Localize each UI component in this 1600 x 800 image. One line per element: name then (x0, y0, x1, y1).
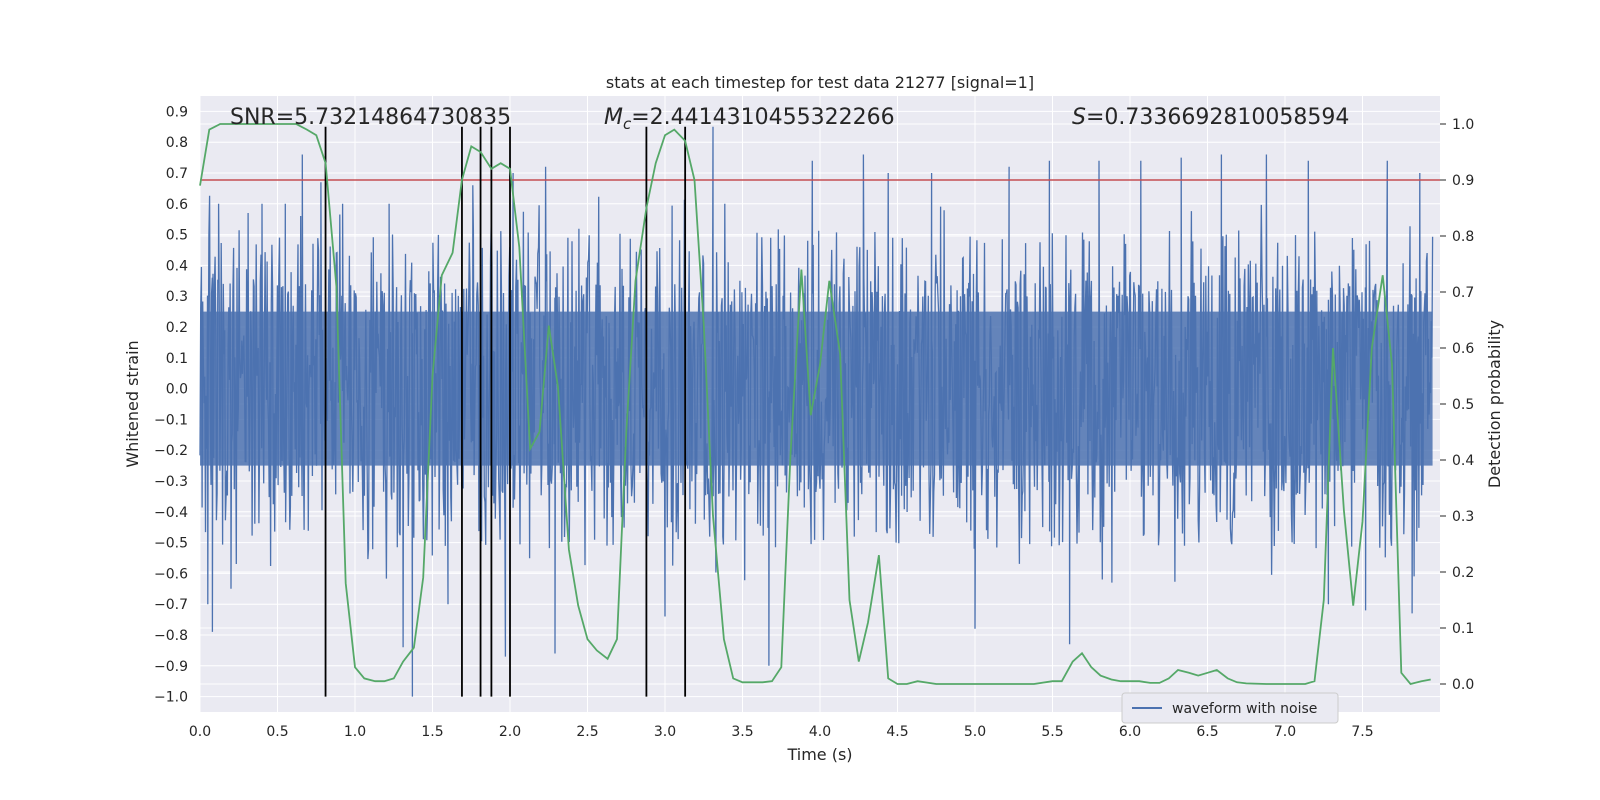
y-left-tick-label: −0.6 (154, 566, 188, 582)
score-value: =0.7336692810058594 (1086, 105, 1349, 130)
chirp-mass-annotation: Mc=2.4414310455322266 (604, 105, 895, 133)
x-tick-label: 2.0 (499, 724, 521, 740)
chirp-mass-subscript: c (623, 115, 632, 133)
y-left-tick-label: 0.7 (166, 166, 188, 182)
y-left-tick-label: −0.9 (154, 659, 188, 675)
y-right-tick-label: 1.0 (1452, 117, 1474, 133)
x-tick-label: 5.0 (964, 724, 986, 740)
legend-label-waveform: waveform with noise (1172, 701, 1317, 717)
y-left-tick-label: −0.8 (154, 628, 188, 644)
y-right-tick-label: 0.5 (1452, 397, 1474, 413)
score-symbol: S (1072, 105, 1086, 130)
x-tick-label: 6.5 (1196, 724, 1218, 740)
x-tick-label: 3.0 (654, 724, 676, 740)
chart-title: stats at each timestep for test data 212… (606, 73, 1034, 92)
y-axis-right-ticks: 1.0 0.9 0.8 0.7 0.6 0.5 0.4 0.3 0.2 0.1 0.0 (1440, 117, 1474, 693)
y-left-tick-label: −0.4 (154, 505, 188, 521)
x-tick-label: 7.5 (1351, 724, 1373, 740)
y-right-tick-label: 0.9 (1452, 173, 1474, 189)
y-left-tick-label: 0.3 (166, 289, 188, 305)
x-tick-label: 0.0 (189, 724, 211, 740)
x-tick-label: 7.0 (1274, 724, 1296, 740)
y-right-tick-label: 0.0 (1452, 677, 1474, 693)
y-axis-left-label: Whitened strain (123, 340, 142, 467)
x-tick-label: 5.5 (1041, 724, 1063, 740)
probability-series (199, 123, 1431, 686)
y-left-tick-label: 0.0 (166, 382, 188, 398)
y-left-tick-label: −0.2 (154, 443, 188, 459)
y-right-tick-label: 0.1 (1452, 621, 1474, 637)
y-axis-right-label: Detection probability (1485, 320, 1504, 488)
chirp-mass-value: =2.4414310455322266 (631, 105, 894, 130)
y-right-tick-label: 0.2 (1452, 565, 1474, 581)
y-right-tick-label: 0.6 (1452, 341, 1474, 357)
x-axis-label: Time (s) (786, 745, 852, 764)
y-left-tick-label: 0.6 (166, 197, 188, 213)
chirp-mass-symbol: M (604, 105, 623, 130)
y-left-tick-label: 0.2 (166, 320, 188, 336)
event-lines (324, 126, 687, 697)
x-tick-label: 4.0 (809, 724, 831, 740)
legend: waveform with noise (1121, 692, 1339, 724)
x-tick-label: 0.5 (266, 724, 288, 740)
y-axis-left-ticks: 0.9 0.8 0.7 0.6 0.5 0.4 0.3 0.2 0.1 0.0 −0.1 −0.2 −0… (154, 104, 188, 705)
x-tick-label: 2.5 (576, 724, 598, 740)
x-tick-label: 1.5 (421, 724, 443, 740)
x-tick-label: 6.0 (1119, 724, 1141, 740)
legend-box (1121, 692, 1339, 724)
y-right-tick-label: 0.3 (1452, 509, 1474, 525)
y-right-tick-label: 0.8 (1452, 229, 1474, 245)
y-left-tick-label: 0.5 (166, 228, 188, 244)
y-left-tick-label: −0.5 (154, 536, 188, 552)
y-left-tick-label: 0.4 (166, 258, 188, 274)
y-left-tick-label: 0.9 (166, 104, 188, 120)
score-annotation: S=0.7336692810058594 (1072, 105, 1349, 130)
y-right-tick-label: 0.7 (1452, 285, 1474, 301)
x-tick-label: 3.5 (731, 724, 753, 740)
y-left-tick-label: −0.3 (154, 474, 188, 490)
y-left-tick-label: −0.1 (154, 412, 188, 428)
x-tick-label: 1.0 (344, 724, 366, 740)
y-left-tick-label: −0.7 (154, 597, 188, 613)
y-left-tick-label: −1.0 (154, 690, 188, 706)
probability-line (199, 123, 1431, 686)
y-right-tick-label: 0.4 (1452, 453, 1474, 469)
y-left-tick-label: 0.8 (166, 135, 188, 151)
x-axis-ticks: 0.0 0.5 1.0 1.5 2.0 2.5 3.0 3.5 4.0 4.5 5.0 5.5 6.0 6… (189, 724, 1374, 740)
snr-annotation: SNR=5.73214864730835 (230, 105, 511, 130)
y-left-tick-label: 0.1 (166, 351, 188, 367)
x-tick-label: 4.5 (886, 724, 908, 740)
